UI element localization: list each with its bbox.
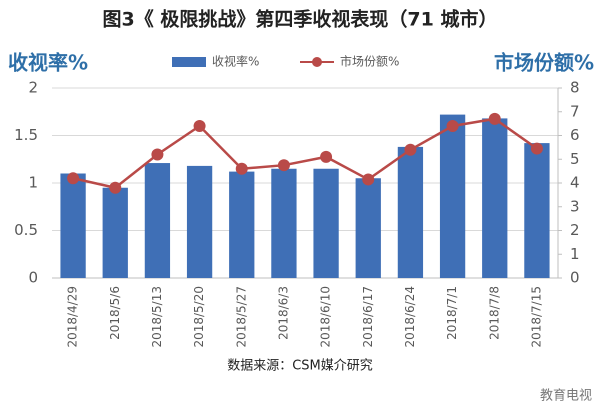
y2-tick-label: 5 bbox=[570, 150, 580, 168]
line-marker bbox=[446, 120, 459, 132]
y2-tick-label: 1 bbox=[570, 245, 580, 263]
legend-label: 市场份额% bbox=[340, 54, 399, 69]
y-axis-title: 收视率% bbox=[8, 51, 88, 75]
bar bbox=[60, 173, 86, 278]
y-tick-label: 2 bbox=[28, 79, 38, 97]
bar bbox=[313, 168, 339, 278]
y2-tick-label: 4 bbox=[570, 174, 580, 192]
x-tick-label: 2018/6/17 bbox=[361, 286, 375, 348]
line-marker bbox=[488, 112, 501, 125]
y2-tick-label: 2 bbox=[570, 221, 580, 239]
bar bbox=[186, 165, 213, 278]
y2-axis-title: 市场份额% bbox=[494, 51, 594, 75]
y2-tick-label: 3 bbox=[570, 197, 580, 215]
y-tick-label: 1.5 bbox=[14, 126, 38, 144]
line-marker bbox=[404, 143, 417, 156]
y2-tick-label: 7 bbox=[570, 102, 580, 120]
x-tick-label: 2018/6/10 bbox=[319, 286, 333, 348]
x-tick-label: 2018/5/20 bbox=[192, 286, 206, 348]
x-tick-label: 2018/7/1 bbox=[445, 286, 459, 340]
chart-title: 图3《 极限挑战》第四季收视表现（71 城市） bbox=[103, 8, 498, 31]
bar bbox=[144, 163, 171, 278]
y2-tick-label: 6 bbox=[570, 126, 580, 144]
y-tick-label: 0 bbox=[28, 269, 38, 287]
line-marker bbox=[151, 148, 164, 161]
bar bbox=[439, 114, 466, 278]
line-marker bbox=[193, 120, 206, 132]
y2-tick-label: 8 bbox=[570, 79, 580, 97]
line-marker bbox=[235, 162, 248, 175]
y2-tick-label: 0 bbox=[570, 269, 580, 287]
bar bbox=[482, 118, 508, 279]
line-marker bbox=[109, 181, 122, 194]
watermark: 教育电视 bbox=[540, 388, 592, 404]
x-tick-label: 2018/6/3 bbox=[276, 286, 290, 340]
bar bbox=[524, 143, 550, 278]
y-tick-label: 1 bbox=[28, 174, 38, 192]
bar bbox=[397, 146, 424, 278]
line-marker bbox=[362, 173, 375, 186]
line bbox=[72, 117, 538, 190]
line-marker bbox=[320, 150, 333, 163]
source-note: 数据来源：CSM媒介研究 bbox=[227, 359, 373, 374]
y-tick-label: 0.5 bbox=[14, 221, 38, 239]
legend-label: 收视率% bbox=[212, 54, 259, 69]
bar bbox=[102, 187, 128, 278]
x-tick-label: 2018/5/27 bbox=[234, 286, 248, 348]
bar bbox=[271, 168, 297, 278]
line-marker bbox=[277, 159, 290, 172]
x-tick-label: 2018/6/24 bbox=[403, 286, 417, 348]
x-tick-label: 2018/4/29 bbox=[66, 286, 80, 348]
line-marker bbox=[67, 172, 80, 185]
line-marker bbox=[530, 142, 543, 155]
x-tick-label: 2018/5/6 bbox=[108, 286, 122, 340]
bar bbox=[355, 178, 381, 278]
legend-marker bbox=[312, 57, 322, 67]
legend-swatch bbox=[172, 57, 206, 67]
x-tick-label: 2018/7/15 bbox=[529, 286, 543, 348]
bar bbox=[229, 171, 255, 278]
x-tick-label: 2018/5/13 bbox=[150, 286, 164, 348]
x-tick-label: 2018/7/8 bbox=[487, 286, 501, 340]
